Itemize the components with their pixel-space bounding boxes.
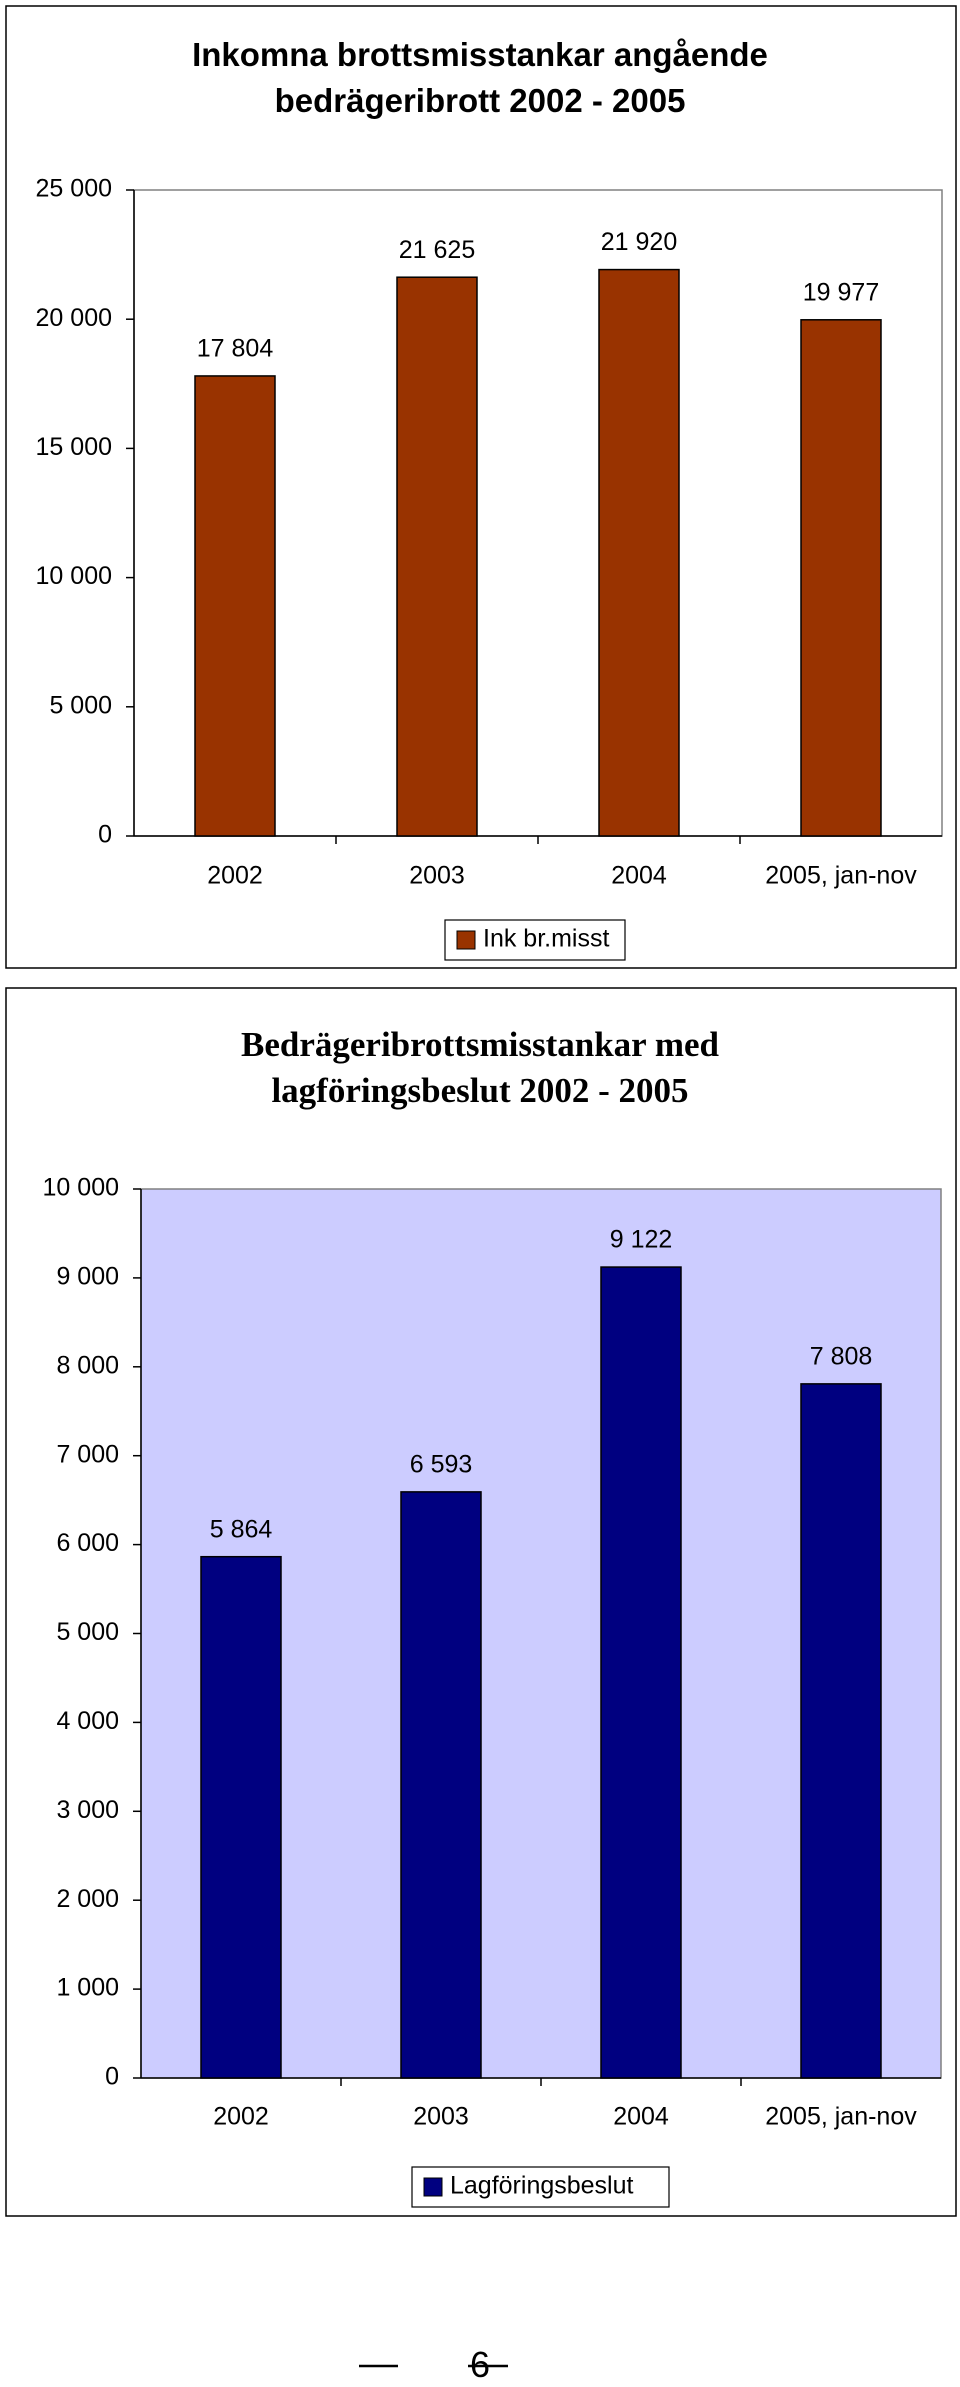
value-label: 19 977: [803, 278, 879, 306]
y-tick-label: 7 000: [56, 1440, 119, 1468]
value-label: 6 593: [410, 1450, 473, 1478]
bar: [200, 1555, 282, 2079]
legend-label: Ink br.misst: [483, 925, 609, 953]
x-tick-label: 2003: [413, 2103, 469, 2131]
x-tick-label: 2004: [613, 2103, 669, 2131]
legend-swatch: [456, 930, 476, 950]
y-tick-label: 0: [105, 2063, 119, 2091]
y-tick-label: 5 000: [49, 691, 112, 719]
page-number: 6: [469, 2344, 491, 2385]
value-label: 5 864: [210, 1515, 273, 1543]
y-tick-label: 20 000: [36, 304, 112, 332]
value-label: 21 920: [601, 228, 677, 256]
bar: [396, 276, 478, 837]
x-tick-label: 2003: [409, 862, 465, 890]
bar: [800, 319, 882, 837]
bar: [400, 1491, 482, 2079]
y-tick-label: 0: [98, 821, 112, 849]
value-label: 21 625: [399, 236, 475, 264]
x-tick-label: 2005, jan-nov: [765, 862, 917, 890]
value-label: 9 122: [610, 1226, 673, 1254]
y-tick-label: 3 000: [56, 1796, 119, 1824]
value-label: 17 804: [197, 335, 274, 363]
x-tick-label: 2004: [611, 862, 667, 890]
bar: [600, 1266, 682, 2079]
chart-frame: [5, 5, 957, 969]
y-tick-label: 10 000: [43, 1174, 119, 1202]
bar: [598, 268, 680, 837]
legend-box: [411, 2166, 670, 2208]
bar: [800, 1383, 882, 2079]
x-tick-label: 2002: [213, 2103, 269, 2131]
chart-title: Bedrägeribrottsmisstankar med lagförings…: [241, 1025, 719, 1110]
legend-swatch: [423, 2177, 443, 2197]
y-tick-label: 25 000: [36, 175, 112, 203]
y-tick-label: 8 000: [56, 1351, 119, 1379]
y-tick-label: 1 000: [56, 1974, 119, 2002]
y-tick-label: 2 000: [56, 1885, 119, 1913]
legend-label: Lagföringsbeslut: [450, 2172, 634, 2200]
chart-title: Inkomna brottsmisstankar angående bedräg…: [192, 36, 768, 119]
y-tick-label: 4 000: [56, 1707, 119, 1735]
y-tick-label: 10 000: [36, 562, 112, 590]
chart-frame: [5, 987, 957, 2217]
x-tick-label: 2005, jan-nov: [765, 2103, 917, 2131]
y-tick-label: 5 000: [56, 1618, 119, 1646]
bar: [194, 375, 276, 837]
value-label: 7 808: [810, 1342, 873, 1370]
y-tick-label: 15 000: [36, 433, 112, 461]
y-tick-label: 6 000: [56, 1529, 119, 1557]
x-tick-label: 2002: [207, 862, 263, 890]
y-tick-label: 9 000: [56, 1263, 119, 1291]
